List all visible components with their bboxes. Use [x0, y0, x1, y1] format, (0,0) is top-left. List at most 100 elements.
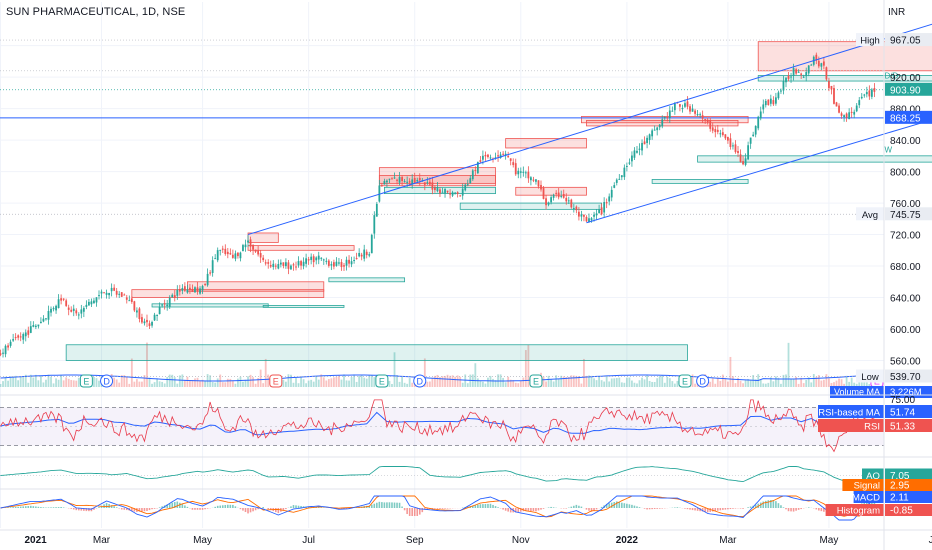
- candle-body: [244, 244, 247, 248]
- marker-shape: [100, 374, 114, 388]
- volume-bar: [759, 379, 762, 387]
- macd-label: MACD: [852, 493, 880, 504]
- rsi-label-tag: [818, 419, 884, 432]
- volume-bar: [338, 375, 340, 387]
- marker-shape: [413, 374, 427, 388]
- candle-body: [325, 260, 328, 262]
- earnings-marker[interactable]: E: [529, 374, 543, 388]
- candle-body: [70, 309, 73, 312]
- time-tick: 2021: [25, 535, 48, 546]
- candle-body: [431, 182, 434, 190]
- histogram-bar: [717, 508, 719, 511]
- histogram-bar: [626, 503, 628, 508]
- candle-body: [507, 156, 510, 158]
- histogram-bar: [110, 505, 113, 508]
- dividend-marker[interactable]: D: [100, 374, 114, 388]
- volume-bar: [312, 381, 315, 387]
- candle-body: [711, 127, 714, 131]
- histogram-bar: [585, 508, 588, 510]
- histogram-bar: [411, 508, 413, 516]
- candle-body: [19, 336, 22, 338]
- candle-body: [456, 192, 459, 195]
- volume-bar: [224, 382, 227, 387]
- volume-bar: [608, 381, 611, 387]
- candle-body: [714, 129, 717, 133]
- candle-body: [365, 251, 368, 256]
- volume-bar: [287, 374, 290, 387]
- volume-bar: [292, 382, 295, 387]
- histogram-bar: [295, 505, 297, 508]
- histogram-bar: [615, 501, 618, 508]
- candle-body: [651, 130, 654, 137]
- volume-bar: [567, 376, 570, 387]
- candle-body: [615, 179, 618, 183]
- volume-bar: [133, 381, 136, 387]
- candle-body: [239, 252, 242, 259]
- candle-body: [514, 163, 517, 175]
- histogram-bar: [651, 508, 653, 510]
- candle-body: [603, 202, 606, 213]
- earnings-marker[interactable]: E: [678, 374, 692, 388]
- candle-body: [673, 103, 676, 111]
- histogram-bar: [403, 508, 406, 511]
- candle-body: [191, 288, 194, 293]
- volume-bar: [593, 378, 595, 387]
- dividend-marker[interactable]: D: [413, 374, 427, 388]
- histogram-bar: [196, 508, 199, 510]
- volume-bar: [820, 380, 823, 387]
- histogram-bar: [302, 506, 305, 508]
- candle-body: [123, 294, 126, 296]
- price-label-tag: [856, 369, 884, 383]
- dividend-marker[interactable]: D: [696, 374, 710, 388]
- candle-body: [34, 325, 37, 328]
- volume-bar: [853, 382, 856, 387]
- macd-tag: [853, 491, 884, 503]
- candle-body: [694, 110, 696, 114]
- candle-body: [234, 253, 237, 259]
- candle-body: [815, 54, 818, 61]
- candle-body: [590, 218, 593, 221]
- candle-body: [620, 175, 623, 178]
- candle-body: [699, 114, 702, 116]
- volume-bar: [95, 378, 98, 387]
- candle-body: [656, 127, 659, 131]
- candle-body: [37, 324, 40, 327]
- histogram-bar: [72, 508, 75, 510]
- volume-bar: [855, 383, 858, 387]
- histogram-bar: [547, 507, 550, 508]
- candle-body: [825, 67, 828, 80]
- volume-bar: [40, 375, 42, 387]
- signal-value: 2.95: [890, 481, 910, 492]
- earnings-marker[interactable]: E: [375, 374, 389, 388]
- candle-body: [305, 258, 308, 264]
- histogram-bar: [239, 508, 242, 510]
- candle-body: [482, 155, 484, 160]
- earnings-marker[interactable]: E: [269, 374, 283, 388]
- candle-body: [186, 289, 189, 293]
- candle-body: [853, 111, 856, 115]
- candle-body: [295, 266, 297, 268]
- candle-body: [572, 208, 575, 210]
- candle-body: [229, 253, 232, 255]
- histogram-bar: [77, 508, 80, 511]
- macd-pane: Signal 2.95 MACD 2.11 Histogram -0.85: [0, 479, 932, 521]
- volume-bar: [795, 376, 797, 387]
- volume-bar: [482, 381, 484, 387]
- histogram-bar: [787, 508, 790, 512]
- candle-body: [277, 264, 280, 269]
- histogram-bar: [50, 507, 52, 508]
- candle-body: [353, 259, 355, 261]
- histogram-bar: [618, 502, 621, 508]
- candle-body: [141, 317, 143, 323]
- candle-body: [224, 248, 227, 254]
- candle-body: [532, 179, 535, 181]
- earnings-marker[interactable]: E: [79, 374, 93, 388]
- candle-body: [605, 202, 608, 204]
- histogram-bar: [764, 500, 767, 508]
- histogram-bar: [105, 502, 108, 508]
- candle-body: [497, 155, 499, 157]
- volume-bar: [398, 381, 401, 387]
- candle-body: [696, 114, 699, 116]
- volume-bar: [580, 383, 583, 387]
